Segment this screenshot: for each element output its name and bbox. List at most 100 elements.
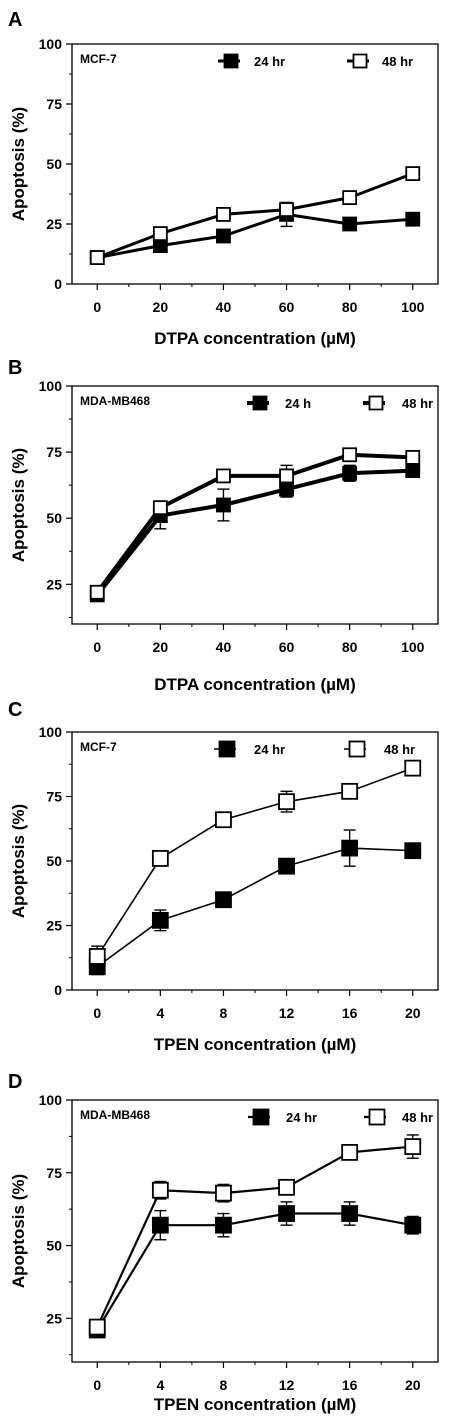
- filled-square-point: [151, 1216, 169, 1234]
- series-line: [96, 1145, 413, 1328]
- y-tick-label: 25: [46, 1310, 62, 1326]
- x-tick-label: 20: [153, 299, 169, 315]
- series-line: [96, 172, 414, 260]
- y-tick-label: 25: [46, 576, 62, 592]
- series-line: [96, 847, 413, 968]
- legend-open-square: [352, 53, 368, 69]
- x-tick-label: 0: [93, 1005, 101, 1021]
- legend-label: 24 hr: [254, 742, 285, 757]
- x-tick-label: 0: [93, 299, 101, 315]
- y-tick-label: 50: [46, 1238, 62, 1254]
- y-tick-label: 25: [46, 216, 62, 232]
- y-axis-title: Apoptosis (%): [9, 107, 28, 221]
- filled-square-point: [341, 1205, 359, 1222]
- open-square-point: [151, 1181, 169, 1199]
- open-square-point: [88, 948, 106, 965]
- filled-square-point: [404, 1216, 422, 1234]
- x-tick-label: 16: [342, 1005, 358, 1021]
- filled-square-point: [278, 1205, 295, 1222]
- open-square-point: [279, 468, 294, 484]
- y-tick-label: 50: [46, 510, 62, 526]
- plot-frame: [71, 43, 439, 285]
- plot-frame: [71, 385, 439, 625]
- open-square-point: [405, 449, 421, 465]
- legend-filled-square: [223, 53, 239, 69]
- cell-line-label: MCF-7: [80, 52, 117, 66]
- open-square-point: [405, 166, 421, 182]
- x-tick-label: 0: [93, 639, 101, 655]
- open-square-point: [152, 500, 168, 516]
- open-square-point: [278, 1178, 295, 1196]
- open-square-point: [151, 850, 169, 867]
- x-tick-label: 12: [279, 1005, 295, 1021]
- series-open: [88, 759, 422, 968]
- y-tick-label: 0: [54, 982, 62, 998]
- open-square-point: [215, 811, 232, 829]
- chart-panel-c: C 0 25 50 75 100 0 4 8 12 16 20 TPEN concentration (…: [8, 699, 439, 1054]
- filled-square-point: [215, 891, 232, 909]
- filled-square-point: [405, 463, 421, 479]
- y-tick-label: 0: [54, 276, 62, 292]
- open-square-point: [89, 250, 105, 266]
- legend-open-square: [368, 395, 384, 411]
- cell-line-label: MDA-MB468: [80, 394, 150, 408]
- open-square-point: [216, 468, 231, 484]
- y-tick-label: 50: [46, 853, 62, 869]
- y-tick-label: 100: [39, 36, 63, 52]
- chart-panel-b: B 25 50 75 100 0 20 40 60 80 100 DTPA concentration…: [8, 357, 439, 694]
- x-axis-title: TPEN concentration (µM): [154, 1035, 356, 1054]
- panel-letter: A: [8, 9, 22, 31]
- y-axis-title: Apoptosis (%): [9, 804, 28, 918]
- open-square-point: [88, 1318, 106, 1336]
- series-filled: [88, 1201, 422, 1339]
- open-square-point: [341, 782, 359, 800]
- legend-filled-square: [218, 740, 236, 758]
- x-tick-label: 60: [279, 639, 295, 655]
- y-tick-label: 75: [46, 96, 62, 112]
- plot-frame: [71, 1099, 439, 1363]
- legend-open-square: [348, 740, 366, 758]
- filled-square-point: [405, 211, 421, 227]
- x-tick-label: 0: [93, 1377, 101, 1393]
- open-square-point: [404, 759, 422, 777]
- filled-square-point: [341, 839, 359, 857]
- legend-filled-square: [252, 1108, 270, 1126]
- chart-panel-d: D 25 50 75 100 0 4 8 12 16 20 TPEN concentration (µ…: [8, 1071, 439, 1414]
- open-square-point: [404, 1138, 422, 1155]
- cell-line-label: MCF-7: [80, 740, 117, 754]
- legend-label: 48 hr: [384, 742, 415, 757]
- panel-letter: C: [8, 699, 22, 721]
- plot-frame: [71, 731, 439, 991]
- panel-letter: B: [8, 357, 22, 379]
- legend-open-square: [368, 1108, 386, 1126]
- series-filled: [88, 829, 422, 976]
- series-line: [96, 1212, 413, 1331]
- x-tick-label: 80: [342, 639, 358, 655]
- x-tick-label: 80: [342, 299, 358, 315]
- y-tick-label: 25: [46, 918, 62, 934]
- x-tick-label: 100: [401, 639, 425, 655]
- x-tick-label: 16: [342, 1377, 358, 1393]
- filled-square-point: [216, 497, 231, 513]
- legend-label: 24 h: [285, 396, 311, 411]
- series-open: [89, 166, 421, 266]
- x-tick-label: 8: [220, 1005, 228, 1021]
- open-square-point: [341, 1144, 359, 1161]
- y-axis-title: Apoptosis (%): [9, 448, 28, 562]
- series-line: [96, 212, 413, 260]
- open-square-point: [279, 202, 294, 218]
- open-square-point: [152, 226, 168, 242]
- x-tick-label: 100: [401, 299, 425, 315]
- x-tick-label: 20: [405, 1005, 421, 1021]
- chart-panel-a: A 0 25 50 75 100 0 20 40 60 80 100 DTPA concentratio…: [8, 9, 439, 348]
- y-tick-label: 75: [46, 1165, 62, 1181]
- legend-label: 24 hr: [286, 1110, 317, 1125]
- y-tick-label: 50: [46, 156, 62, 172]
- filled-square-point: [215, 1216, 232, 1234]
- legend-filled-square: [252, 395, 268, 411]
- cell-line-label: MDA-MB468: [80, 1108, 150, 1122]
- filled-square-point: [342, 216, 358, 232]
- y-tick-label: 100: [39, 378, 63, 394]
- x-axis-title: DTPA concentration (µM): [154, 675, 356, 694]
- y-tick-label: 100: [39, 724, 63, 740]
